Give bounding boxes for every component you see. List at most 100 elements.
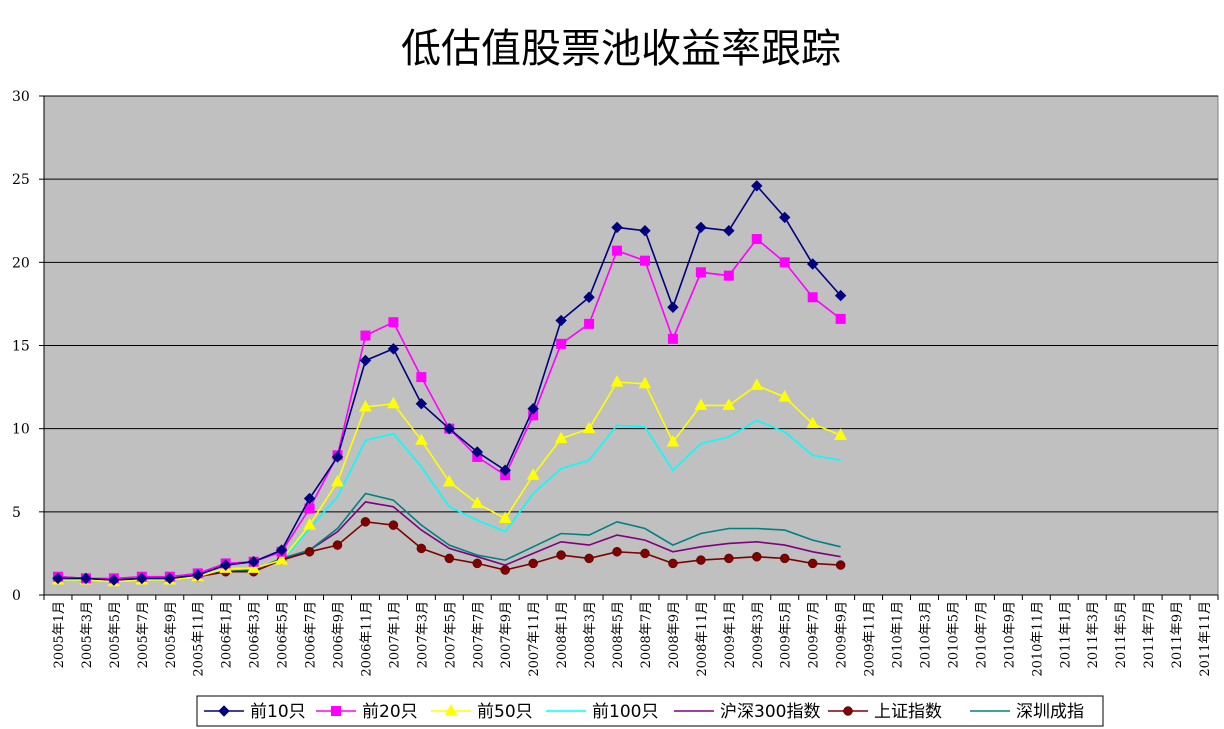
x-tick-label: 2006年9月 bbox=[332, 601, 347, 668]
data-point bbox=[192, 569, 204, 581]
data-point bbox=[610, 375, 624, 387]
data-point bbox=[219, 559, 232, 571]
data-point bbox=[584, 553, 594, 564]
data-point bbox=[638, 376, 652, 389]
y-tick-label: 25 bbox=[12, 172, 30, 188]
legend-label: 前20只 bbox=[362, 702, 418, 722]
x-tick-label: 2010年3月 bbox=[919, 601, 934, 668]
data-point bbox=[640, 548, 650, 559]
data-point bbox=[555, 314, 567, 327]
data-point bbox=[387, 343, 400, 355]
legend: 前10只 前20只 前50只 前100只 沪深300指数 上证指数 深圳成指 bbox=[196, 695, 1104, 727]
data-point bbox=[778, 390, 792, 402]
x-tick-label: 2011年9月 bbox=[1170, 601, 1185, 668]
data-point bbox=[554, 431, 568, 444]
data-point bbox=[498, 511, 512, 523]
y-tick-label: 20 bbox=[12, 255, 30, 271]
data-point bbox=[612, 245, 623, 256]
data-point bbox=[472, 558, 483, 569]
data-point bbox=[722, 398, 736, 410]
legend-item: 沪深300指数 bbox=[674, 702, 820, 722]
data-point bbox=[416, 543, 427, 554]
x-tick-label: 2007年9月 bbox=[499, 601, 514, 668]
y-tick-label: 30 bbox=[12, 89, 30, 105]
data-point bbox=[360, 517, 371, 527]
x-tick-label: 2006年3月 bbox=[248, 601, 263, 668]
x-tick-label: 2006年5月 bbox=[276, 601, 291, 668]
data-point bbox=[584, 318, 595, 329]
data-point bbox=[359, 400, 372, 412]
data-point bbox=[668, 558, 678, 569]
x-tick-label: 2008年1月 bbox=[555, 601, 570, 668]
data-point bbox=[667, 333, 678, 344]
data-point bbox=[500, 565, 510, 575]
y-tick-label: 5 bbox=[12, 505, 21, 521]
x-tick-label: 2005年3月 bbox=[80, 601, 95, 668]
data-point bbox=[556, 338, 567, 349]
x-tick-label: 2009年1月 bbox=[723, 601, 738, 668]
data-point bbox=[723, 225, 735, 237]
x-tick-label: 2007年5月 bbox=[443, 601, 458, 668]
data-point bbox=[807, 558, 818, 569]
data-point bbox=[388, 317, 399, 328]
x-tick-label: 2010年5月 bbox=[946, 601, 961, 668]
data-point bbox=[695, 221, 707, 234]
x-tick-label: 2010年7月 bbox=[974, 601, 989, 668]
x-tick-label: 2008年11月 bbox=[695, 601, 710, 677]
x-tick-label: 2010年9月 bbox=[1002, 601, 1017, 668]
data-point bbox=[359, 354, 372, 367]
legend-label: 上证指数 bbox=[874, 702, 942, 722]
x-tick-label: 2008年5月 bbox=[611, 601, 626, 668]
data-point bbox=[415, 398, 428, 410]
data-point bbox=[667, 301, 679, 313]
legend-label: 沪深300指数 bbox=[720, 702, 820, 722]
x-tick-label: 2008年7月 bbox=[639, 601, 654, 668]
legend-marker bbox=[444, 703, 458, 716]
data-point bbox=[556, 550, 566, 560]
data-point bbox=[499, 464, 511, 476]
legend-item: 前50只 bbox=[431, 702, 533, 722]
data-point bbox=[723, 270, 734, 281]
y-tick-label: 0 bbox=[12, 588, 21, 604]
data-point bbox=[303, 518, 316, 530]
data-point bbox=[750, 378, 764, 390]
x-tick-label: 2009年7月 bbox=[807, 601, 822, 668]
x-tick-label: 2008年9月 bbox=[667, 601, 682, 668]
x-tick-label: 2009年3月 bbox=[751, 601, 766, 668]
x-tick-label: 2009年5月 bbox=[779, 601, 794, 668]
data-point bbox=[751, 234, 762, 245]
x-tick-label: 2009年11月 bbox=[863, 601, 878, 677]
data-point bbox=[470, 496, 484, 509]
data-point bbox=[751, 180, 763, 192]
x-axis: 2005年1月 2005年3月 2005年5月 2005年7月 2005年9月 2005年… bbox=[43, 594, 1219, 677]
x-tick-label: 2009年9月 bbox=[835, 601, 850, 668]
data-point bbox=[779, 553, 790, 564]
data-point bbox=[806, 258, 819, 270]
data-point bbox=[443, 422, 456, 435]
data-point bbox=[331, 451, 344, 463]
legend-label: 前100只 bbox=[592, 702, 658, 722]
series-0 bbox=[52, 180, 847, 586]
data-point bbox=[724, 553, 734, 564]
x-tick-label: 2006年7月 bbox=[304, 601, 319, 668]
x-tick-label: 2006年11月 bbox=[359, 601, 374, 677]
data-point bbox=[332, 540, 343, 550]
data-point bbox=[526, 468, 540, 480]
legend-marker bbox=[843, 706, 853, 716]
data-point bbox=[442, 474, 456, 487]
data-point bbox=[247, 556, 260, 568]
legend-item: 深圳成指 bbox=[970, 702, 1084, 722]
data-point bbox=[136, 572, 148, 585]
data-point bbox=[528, 558, 538, 569]
legend-marker bbox=[331, 706, 341, 716]
x-tick-label: 2005年9月 bbox=[164, 601, 179, 668]
legend-item: 上证指数 bbox=[828, 702, 942, 722]
data-point bbox=[415, 433, 428, 445]
data-point bbox=[611, 221, 623, 234]
data-point bbox=[275, 544, 288, 556]
x-tick-label: 2005年1月 bbox=[52, 601, 67, 668]
data-point bbox=[108, 574, 120, 586]
legend-item: 前20只 bbox=[316, 702, 418, 722]
x-tick-label: 2007年7月 bbox=[471, 601, 486, 668]
